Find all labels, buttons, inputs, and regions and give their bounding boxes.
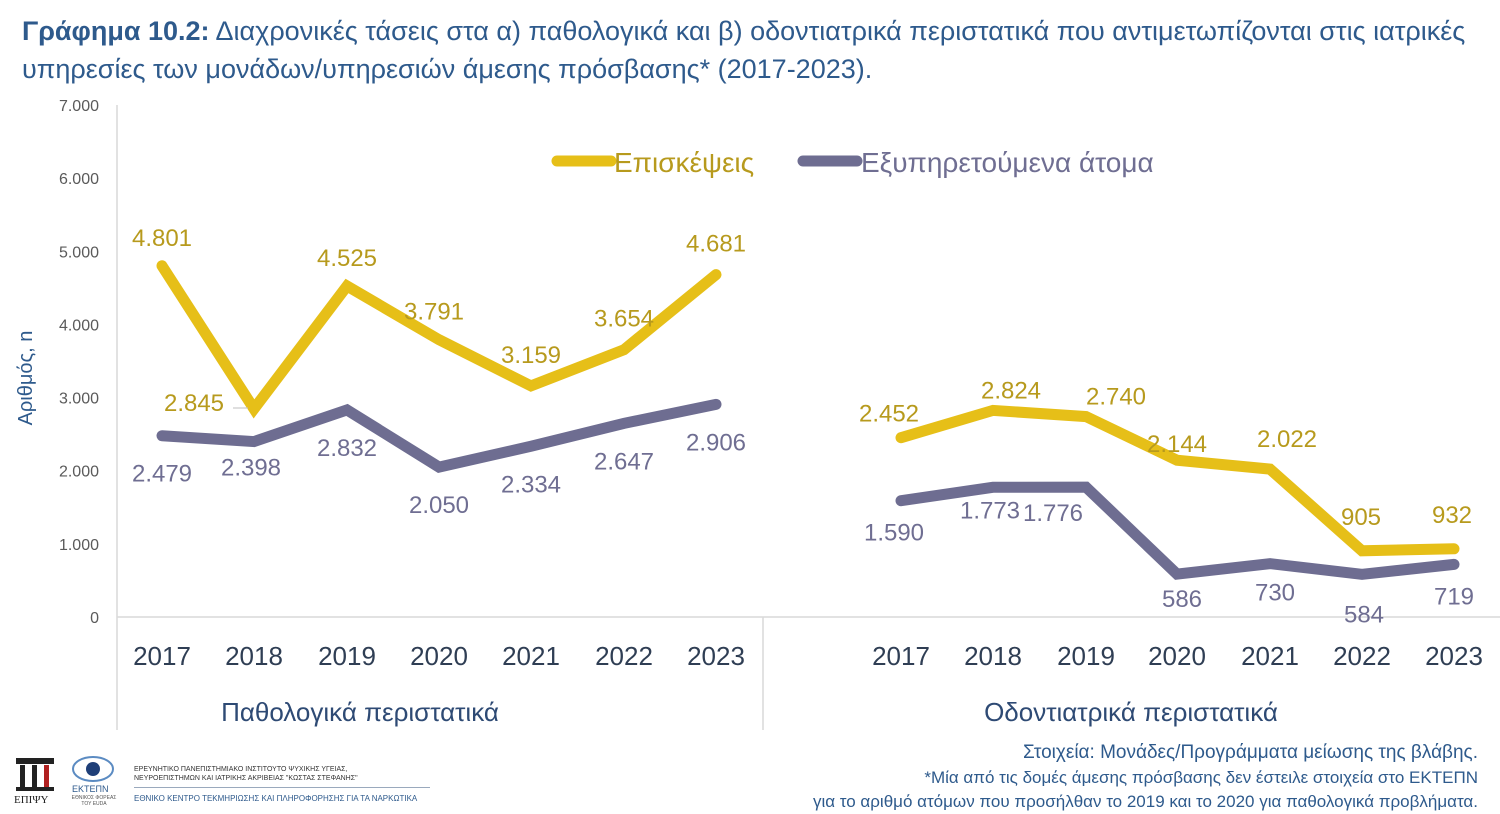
data-label-people: 584 xyxy=(1344,601,1384,628)
data-label-visits: 3.654 xyxy=(594,306,654,333)
data-label-people: 1.590 xyxy=(864,520,924,547)
y-tick-label: 3.000 xyxy=(59,391,99,408)
footnote-line-1: *Μία από τις δομές άμεσης πρόσβασης δεν … xyxy=(924,768,1478,787)
institution-logos: ΕΠΙΨΥ ΕΚΤΕΠΝ ΕΘΝΙΚΟΣ ΦΟΡΕΑΣ ΤΟΥ EUDA ΕΡΕ… xyxy=(10,752,450,812)
epipsy-logo-text: ΕΠΙΨΥ xyxy=(14,794,49,806)
y-tick-label: 2.000 xyxy=(59,464,99,481)
group-label: Παθολογικά περιστατικά xyxy=(221,697,499,727)
x-tick-label: 2022 xyxy=(595,641,653,671)
x-tick-label: 2023 xyxy=(1425,641,1483,671)
data-label-people: 2.832 xyxy=(317,435,377,462)
data-label-visits: 3.791 xyxy=(404,299,464,326)
x-tick-label: 2019 xyxy=(318,641,376,671)
data-label-people: 2.050 xyxy=(409,492,469,519)
series-line-visits xyxy=(156,260,722,419)
y-axis-title: Αριθμός, n xyxy=(15,331,37,426)
ektepn-logo-subtitle: ΕΘΝΙΚΟΣ ΦΟΡΕΑΣ ΤΟΥ EUDA xyxy=(71,795,117,807)
y-tick-label: 1.000 xyxy=(59,537,99,554)
data-label-visits: 2.452 xyxy=(859,401,919,428)
x-tick-label: 2018 xyxy=(225,641,283,671)
data-label-people: 2.398 xyxy=(221,455,281,482)
y-tick-label: 5.000 xyxy=(59,244,99,261)
series-line-people xyxy=(895,481,1460,580)
chart-title: Γράφημα 10.2: Διαχρονικές τάσεις στα α) … xyxy=(22,12,1472,88)
data-label-visits: 2.740 xyxy=(1086,384,1146,411)
data-label-visits: 2.845 xyxy=(164,390,224,417)
ektepn-logo-text: ΕΚΤΕΠΝ xyxy=(72,784,109,794)
chart-title-label: Γράφημα 10.2: xyxy=(22,16,210,46)
data-label-visits: 4.681 xyxy=(686,231,746,258)
data-label-visits: 2.824 xyxy=(981,377,1041,404)
data-label-people: 2.906 xyxy=(686,429,746,456)
y-tick-label: 0 xyxy=(90,610,99,627)
data-label-visits: 3.159 xyxy=(501,342,561,369)
data-label-visits: 4.801 xyxy=(132,225,192,252)
x-tick-label: 2018 xyxy=(964,641,1022,671)
x-tick-label: 2017 xyxy=(872,641,930,671)
chart-title-text: Διαχρονικές τάσεις στα α) παθολογικά και… xyxy=(22,16,1466,84)
data-label-visits: 932 xyxy=(1432,502,1472,529)
x-tick-label: 2021 xyxy=(502,641,560,671)
data-label-people: 2.334 xyxy=(501,471,561,498)
data-label-people: 2.647 xyxy=(594,448,654,475)
source-text: Στοιχεία: Μονάδες/Προγράμματα μείωσης τη… xyxy=(1023,742,1478,763)
data-label-visits: 2.022 xyxy=(1257,426,1317,453)
legend-label-people: Εξυπηρετούμενα άτομα xyxy=(861,147,1154,178)
ektepn-logo-icon xyxy=(72,756,114,782)
data-label-people: 1.773 xyxy=(960,497,1020,524)
group-label: Οδοντιατρικά περιστατικά xyxy=(984,697,1278,727)
logo-divider xyxy=(134,787,430,788)
x-tick-label: 2019 xyxy=(1057,641,1115,671)
institute-name-line-2: ΝΕΥΡΟΕΠΙΣΤΗΜΩΝ ΚΑΙ ΙΑΤΡΙΚΗΣ ΑΚΡΙΒΕΙΑΣ "Κ… xyxy=(134,775,358,782)
x-tick-label: 2023 xyxy=(687,641,745,671)
data-label-visits: 905 xyxy=(1341,504,1381,531)
data-label-people: 730 xyxy=(1255,580,1295,607)
y-tick-label: 4.000 xyxy=(59,317,99,334)
institute-name-line-1: ΕΡΕΥΝΗΤΙΚΟ ΠΑΝΕΠΙΣΤΗΜΙΑΚΟ ΙΝΣΤΙΤΟΥΤΟ ΨΥΧ… xyxy=(134,766,348,773)
data-label-visits: 4.525 xyxy=(317,245,377,272)
legend-label-visits: Επισκέψεις xyxy=(614,147,754,178)
footnote-line-2: για το αριθμό ατόμων που προσήλθαν το 20… xyxy=(812,792,1478,811)
x-tick-label: 2017 xyxy=(133,641,191,671)
x-tick-label: 2021 xyxy=(1241,641,1299,671)
data-label-visits: 2.144 xyxy=(1147,431,1207,458)
chart-source: Στοιχεία: Μονάδες/Προγράμματα μείωσης τη… xyxy=(813,740,1478,814)
x-tick-label: 2020 xyxy=(410,641,468,671)
y-tick-label: 6.000 xyxy=(59,171,99,188)
series-line-visits xyxy=(895,404,1460,557)
x-tick-label: 2022 xyxy=(1333,641,1391,671)
series-line-people xyxy=(156,398,722,473)
data-label-people: 719 xyxy=(1434,583,1474,610)
data-label-people: 1.776 xyxy=(1023,500,1083,527)
data-label-people: 586 xyxy=(1162,586,1202,613)
national-centre-name: ΕΘΝΙΚΟ ΚΕΝΤΡΟ ΤΕΚΜΗΡΙΩΣΗΣ ΚΑΙ ΠΛΗΡΟΦΟΡΗΣ… xyxy=(134,794,418,803)
epipsy-logo-icon xyxy=(16,758,54,791)
x-tick-label: 2020 xyxy=(1148,641,1206,671)
data-label-people: 2.479 xyxy=(132,461,192,488)
y-tick-label: 7.000 xyxy=(59,98,99,115)
